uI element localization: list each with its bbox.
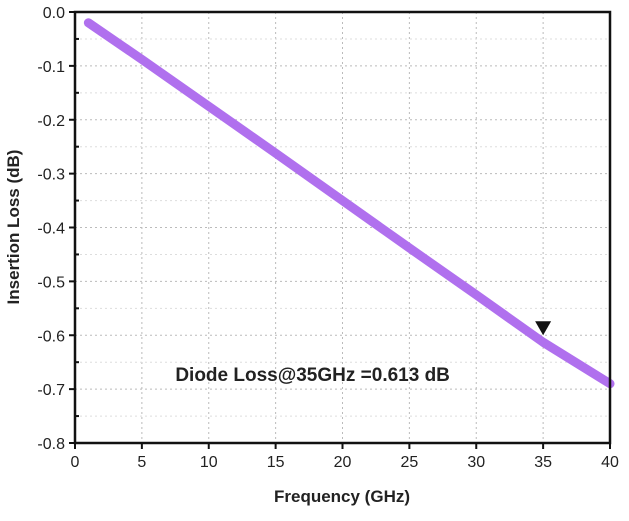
x-tick-label: 5 [137,454,146,471]
x-axis-label: Frequency (GHz) [274,487,410,506]
grid [75,12,610,443]
y-axis-label: Insertion Loss (dB) [4,150,23,305]
y-tick-label: -0.3 [37,167,65,184]
marker-triangle [535,321,552,336]
x-tick-label: 30 [467,454,485,471]
x-tick-label: 25 [400,454,418,471]
y-tick-label: 0.0 [43,5,65,22]
annotation: Diode Loss@35GHz =0.613 dB [175,365,450,386]
y-tick-label: -0.4 [37,221,65,238]
y-tick-label: -0.1 [37,59,65,76]
x-tick-label: 10 [200,454,218,471]
x-tick-label: 0 [71,454,80,471]
y-tick-label: -0.2 [37,113,65,130]
series-line [83,18,615,389]
y-tick-label: -0.7 [37,382,65,399]
x-tick-label: 20 [334,454,352,471]
series-layer [83,18,615,389]
y-tick-label: -0.5 [37,274,65,291]
y-tick-label: -0.6 [37,328,65,345]
x-tick-label: 35 [534,454,552,471]
x-tick-label: 40 [601,454,619,471]
x-tick-label: 15 [267,454,285,471]
ticks: 0 5 10 15 20 25 30 35 40 0.0 -0.1 -0.2 -0.3 -0.4 -0.5 -… [37,5,619,471]
y-tick-label: -0.8 [37,436,65,453]
